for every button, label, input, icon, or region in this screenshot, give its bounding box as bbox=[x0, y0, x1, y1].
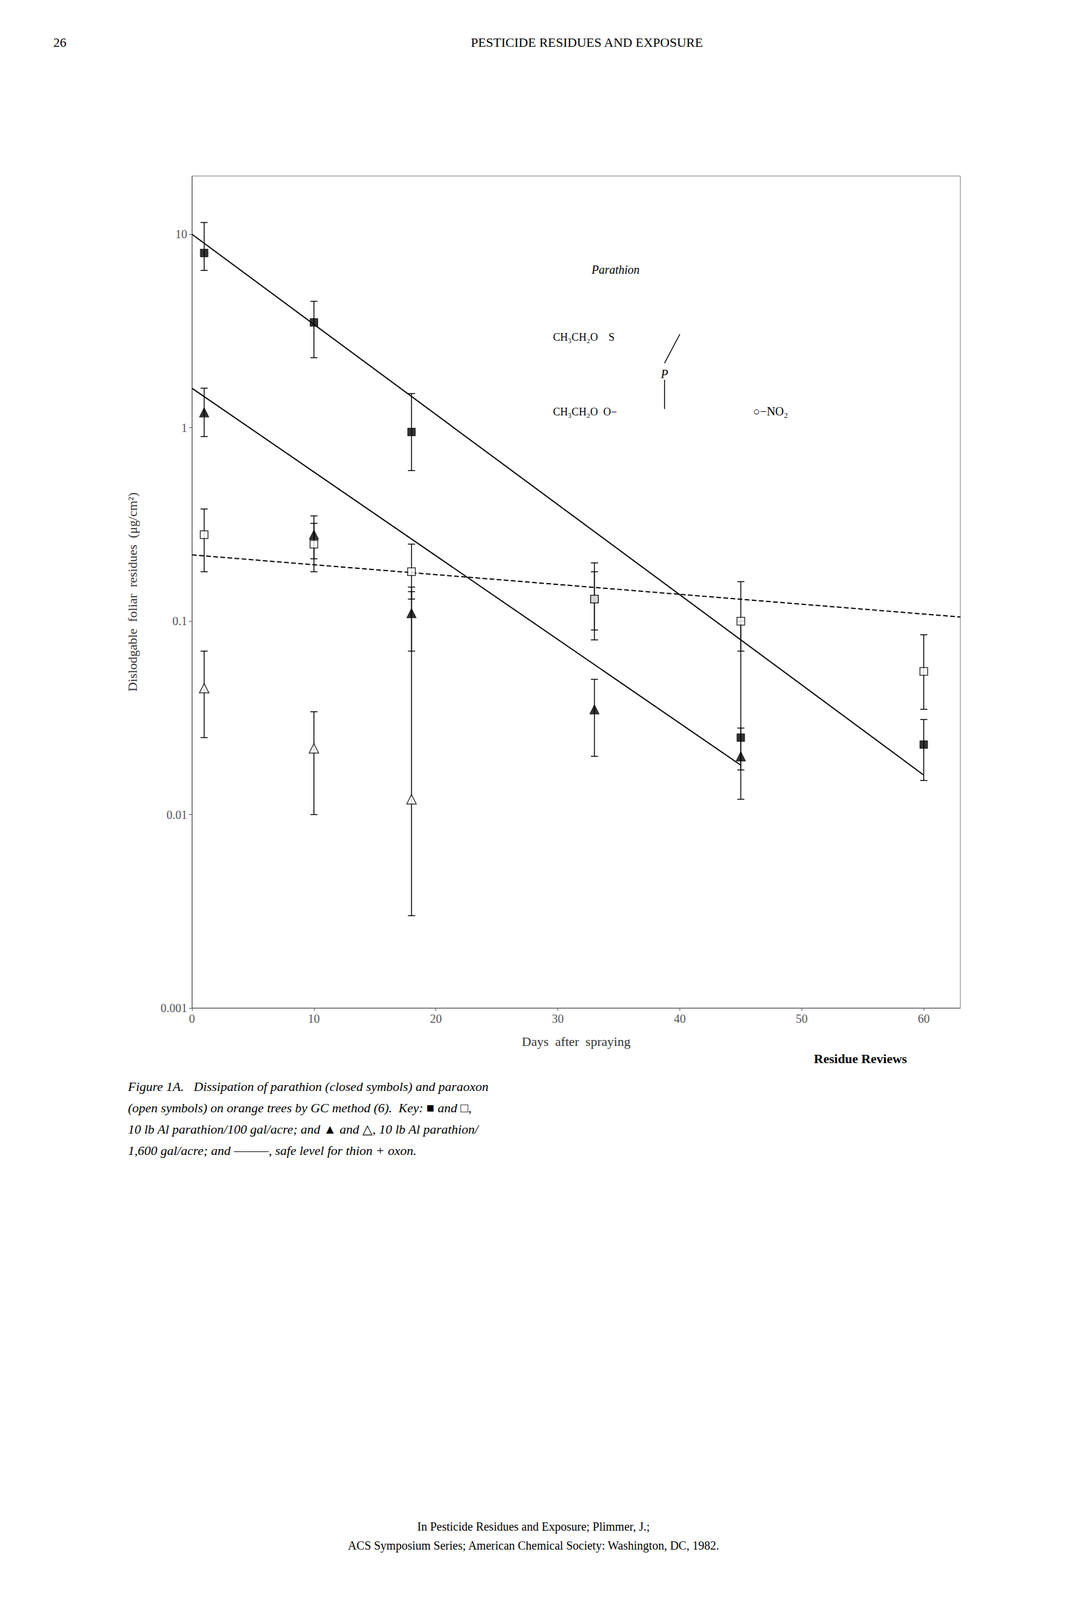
svg-text:20: 20 bbox=[430, 1011, 442, 1025]
svg-text:ACS Symposium Series; American: ACS Symposium Series; American Chemical … bbox=[347, 1538, 719, 1553]
svg-text:0.001: 0.001 bbox=[160, 1001, 188, 1015]
svg-text:0: 0 bbox=[188, 1011, 195, 1025]
svg-text:(open symbols) on orange trees: (open symbols) on orange trees by GC met… bbox=[127, 1100, 472, 1115]
svg-text:26: 26 bbox=[53, 34, 67, 50]
svg-text:In Pesticide Residues and Expo: In Pesticide Residues and Exposure; Plim… bbox=[417, 1519, 650, 1534]
svg-text:60: 60 bbox=[917, 1011, 930, 1025]
svg-text:50: 50 bbox=[795, 1011, 808, 1025]
svg-text:1,600 gal/acre; and ———, safe: 1,600 gal/acre; and ———, safe level for … bbox=[127, 1142, 417, 1158]
svg-text:P: P bbox=[660, 367, 669, 381]
svg-text:○−NO₂: ○−NO₂ bbox=[753, 404, 788, 418]
svg-text:0.01: 0.01 bbox=[166, 808, 188, 822]
svg-text:0.1: 0.1 bbox=[172, 614, 188, 628]
svg-text:40: 40 bbox=[673, 1011, 686, 1025]
svg-text:10: 10 bbox=[308, 1011, 320, 1025]
svg-text:Parathion: Parathion bbox=[590, 263, 640, 277]
svg-text:10 lb Al parathion/100 gal/acr: 10 lb Al parathion/100 gal/acre; and ▲ a… bbox=[127, 1121, 480, 1137]
svg-text:Dislodgable foliar residues: Dislodgable foliar residues (μg/cm²) bbox=[125, 492, 140, 692]
svg-text:30: 30 bbox=[552, 1011, 565, 1025]
svg-text:Figure 1A. Dissipation of pa: Figure 1A. Dissipation of parathion (clo… bbox=[127, 1078, 489, 1094]
svg-text:1: 1 bbox=[181, 421, 188, 435]
svg-text:10: 10 bbox=[175, 227, 188, 241]
svg-text:CH₃CH₂O S: CH₃CH₂O S bbox=[553, 331, 615, 344]
svg-text:PESTICIDE RESIDUES AND EXPOSUR: PESTICIDE RESIDUES AND EXPOSURE bbox=[470, 34, 704, 50]
svg-text:CH₃CH₂O O−: CH₃CH₂O O− bbox=[553, 405, 618, 418]
svg-text:Residue Reviews: Residue Reviews bbox=[814, 1051, 908, 1066]
svg-text:Days after spraying: Days after spraying bbox=[521, 1033, 631, 1049]
